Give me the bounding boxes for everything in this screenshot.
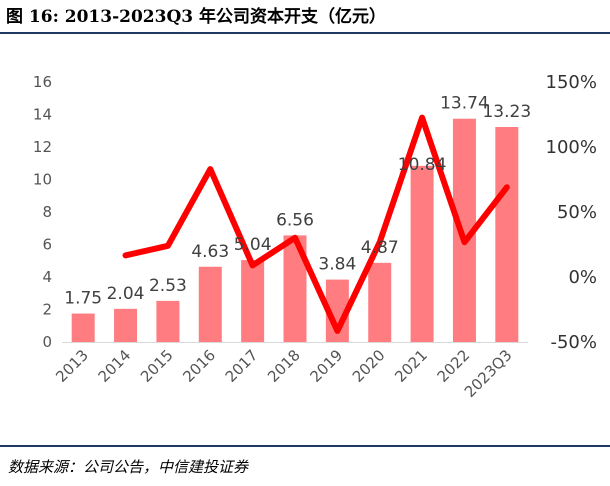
- x-tick-2022: 2022: [434, 346, 474, 386]
- top-rule: [0, 32, 610, 34]
- left-tick-16: 16: [33, 73, 52, 91]
- data-label-2018: 6.56: [276, 210, 314, 230]
- growth-line-layer: [122, 114, 510, 334]
- data-label-2020: 4.87: [361, 238, 399, 258]
- right-tick-100: 100%: [546, 137, 597, 158]
- left-tick-2: 2: [42, 301, 52, 319]
- x-tick-2023q3: 2023Q3: [461, 346, 516, 401]
- left-tick-4: 4: [42, 268, 52, 286]
- data-label-2017: 5.04: [234, 235, 272, 255]
- right-tick-neg50: -50%: [550, 332, 597, 353]
- right-tick-0: 0%: [568, 267, 597, 288]
- x-tick-2018: 2018: [264, 346, 304, 386]
- bar-2022: [452, 118, 476, 342]
- x-axis: 2013 2014 2015 2016 2017 2018 2019 2020 2021 2022…: [52, 342, 528, 401]
- left-axis: 0 2 4 6 8 10 12 14 16: [33, 73, 52, 351]
- bar-2015: [156, 300, 180, 342]
- x-tick-2015: 2015: [137, 346, 177, 386]
- data-label-2021: 10.84: [398, 155, 447, 175]
- bar-2023q3: [495, 127, 519, 342]
- bar-2019: [325, 279, 349, 342]
- data-labels-layer: 1.75 2.04 2.534.63 5.046.56 3.844.87 10.84 13.…: [64, 94, 531, 309]
- x-tick-2017: 2017: [222, 346, 262, 386]
- x-tick-2014: 2014: [95, 346, 135, 386]
- left-tick-12: 12: [33, 138, 52, 156]
- data-label-2019: 3.84: [318, 255, 356, 275]
- data-label-2013: 1.75: [64, 289, 102, 309]
- growth-line: [122, 114, 510, 334]
- right-axis: -50% 0% 50% 100% 150%: [546, 72, 597, 353]
- bars-layer: [71, 118, 519, 342]
- left-tick-14: 14: [33, 106, 52, 124]
- data-label-2023q3: 13.23: [482, 102, 531, 122]
- x-tick-2013: 2013: [52, 346, 92, 386]
- x-tick-2021: 2021: [391, 346, 431, 386]
- x-tick-2016: 2016: [179, 346, 219, 386]
- bar-2014: [114, 308, 138, 342]
- x-tick-2019: 2019: [306, 346, 346, 386]
- left-tick-8: 8: [42, 203, 52, 221]
- x-tick-2020: 2020: [349, 346, 389, 386]
- source-note: 数据来源：公司公告，中信建投证券: [8, 458, 249, 476]
- left-tick-10: 10: [33, 171, 52, 189]
- data-label-2016: 4.63: [191, 242, 229, 262]
- bar-2016: [198, 266, 222, 342]
- bottom-rule: [0, 445, 610, 447]
- capex-chart: 1.75 2.04 2.534.63 5.046.56 3.844.87 10.84 13.…: [33, 72, 597, 401]
- data-label-2014: 2.04: [107, 284, 145, 304]
- right-tick-50: 50%: [557, 202, 597, 223]
- left-tick-6: 6: [42, 236, 52, 254]
- bar-2020: [368, 262, 392, 342]
- data-label-2022: 13.74: [440, 94, 489, 114]
- left-tick-0: 0: [42, 333, 52, 351]
- figure-title: 图 16: 2013-2023Q3 年公司资本开支（亿元）: [6, 7, 387, 27]
- bar-2017: [241, 260, 265, 342]
- bar-2018: [283, 235, 307, 342]
- right-tick-150: 150%: [546, 72, 597, 93]
- bar-2021: [410, 165, 434, 342]
- bar-2013: [71, 313, 95, 342]
- data-label-2015: 2.53: [149, 276, 187, 296]
